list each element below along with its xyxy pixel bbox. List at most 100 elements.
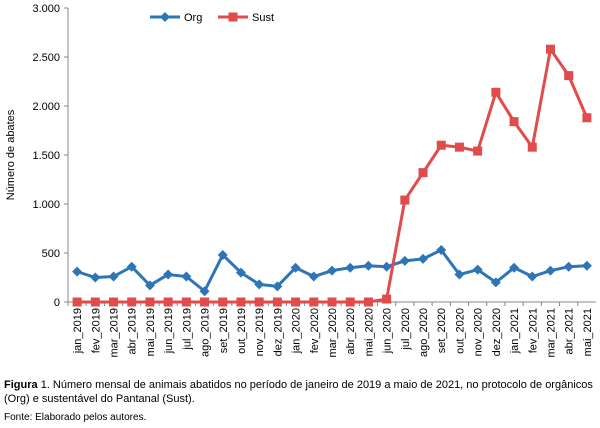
point	[144, 280, 155, 291]
x-tick-label: ago_2020	[418, 308, 430, 357]
x-tick-label: jan_2019	[72, 308, 84, 354]
caption-label: Figura	[4, 379, 38, 391]
point	[309, 297, 319, 307]
point	[473, 146, 483, 156]
point	[108, 271, 119, 282]
point	[527, 271, 538, 282]
legend-label: Sust	[252, 12, 274, 24]
point	[436, 140, 446, 150]
y-tick-label: 2.500	[32, 52, 60, 64]
x-tick-label: nov_2019	[254, 308, 266, 356]
x-tick-label: out_2020	[454, 308, 466, 354]
x-tick-label: jan_2020	[291, 308, 303, 354]
source: Fonte: Elaborado pelos autores.	[4, 412, 147, 423]
point	[472, 264, 483, 275]
x-tick-label: abr_2021	[564, 308, 576, 355]
point	[199, 286, 210, 297]
x-tick-label: fev_2019	[90, 308, 102, 353]
point	[90, 272, 101, 283]
y-tick-label: 1.000	[32, 199, 60, 211]
point	[181, 271, 192, 282]
x-tick-label: out_2019	[236, 308, 248, 354]
point	[218, 297, 228, 307]
y-axis-title: Número de abates	[5, 109, 17, 200]
legend-marker	[228, 12, 238, 22]
point	[327, 297, 337, 307]
point	[236, 297, 246, 307]
point	[72, 297, 82, 307]
point	[582, 113, 592, 123]
point	[563, 261, 574, 272]
point	[327, 265, 337, 276]
point	[545, 265, 556, 276]
x-tick-label: set_2020	[436, 308, 448, 353]
y-tick-label: 2.000	[32, 101, 60, 113]
y-tick-label: 3.000	[32, 3, 60, 15]
caption-text: 1. Número mensal de animais abatidos no …	[4, 379, 593, 405]
point	[399, 255, 410, 266]
x-tick-label: mai_2019	[145, 308, 157, 356]
x-tick-label: jun_2020	[382, 308, 394, 354]
x-tick-label: mar_2020	[327, 308, 339, 358]
point	[491, 87, 501, 97]
point	[418, 168, 428, 178]
point	[454, 142, 464, 152]
point	[272, 281, 283, 292]
x-tick-label: mai_2021	[582, 308, 594, 356]
point	[200, 297, 210, 307]
point	[126, 261, 137, 272]
x-tick-label: fev_2020	[309, 308, 321, 353]
point	[345, 297, 355, 307]
point	[181, 297, 191, 307]
point	[418, 253, 429, 264]
x-tick-label: ago_2019	[200, 308, 212, 357]
point	[308, 271, 319, 282]
point	[509, 117, 519, 127]
y-tick-label: 500	[42, 248, 60, 260]
legend-label: Org	[184, 12, 202, 24]
point	[163, 269, 174, 280]
point	[381, 261, 392, 272]
point	[581, 260, 592, 271]
legend-marker	[160, 12, 170, 22]
point	[564, 71, 574, 81]
x-tick-label: abr_2019	[127, 308, 139, 355]
point	[127, 297, 137, 307]
x-tick-label: jul_2020	[400, 308, 412, 351]
point	[254, 279, 265, 290]
x-tick-label: mar_2021	[545, 308, 557, 358]
point	[291, 297, 301, 307]
point	[272, 297, 282, 307]
y-tick-label: 1.500	[32, 150, 60, 162]
x-tick-label: jun_2019	[163, 308, 175, 354]
x-tick-label: jan_2021	[509, 308, 521, 354]
point	[290, 262, 301, 273]
point	[254, 297, 264, 307]
point	[490, 277, 501, 288]
point	[109, 297, 119, 307]
point	[217, 249, 228, 260]
x-tick-label: nov_2020	[473, 308, 485, 356]
point	[382, 294, 392, 304]
x-tick-label: set_2019	[218, 308, 230, 353]
x-tick-label: jul_2019	[181, 308, 193, 351]
chart: Número de abates 0 500 1.000 1.500 2.000 2.50…	[5, 3, 596, 358]
x-tick-label: dez_2020	[491, 308, 503, 356]
point	[454, 269, 465, 280]
point	[235, 267, 246, 278]
caption: Figura 1. Número mensal de animais abati…	[4, 378, 596, 406]
y-tick-label: 0	[54, 297, 60, 309]
point	[145, 297, 155, 307]
x-tick-label: dez_2019	[272, 308, 284, 356]
series-line	[77, 45, 589, 304]
point	[436, 245, 447, 256]
point	[527, 142, 537, 152]
point	[545, 44, 555, 54]
x-tick-label: abr_2020	[345, 308, 357, 355]
point	[163, 297, 173, 307]
point	[363, 260, 374, 271]
x-tick-label: fev_2021	[527, 308, 539, 353]
point	[345, 262, 356, 273]
x-tick-label: mar_2019	[109, 308, 121, 358]
